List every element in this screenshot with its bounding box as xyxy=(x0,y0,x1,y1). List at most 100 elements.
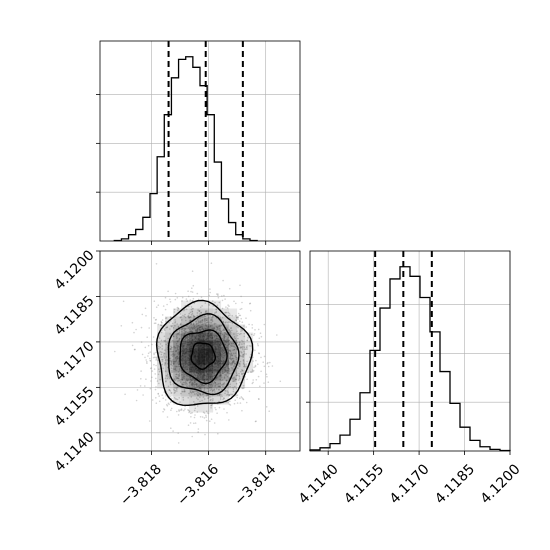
scatter-point xyxy=(250,333,253,336)
scatter-point xyxy=(149,351,151,353)
joint-contour-1 xyxy=(179,329,228,385)
scatter-point xyxy=(176,388,178,391)
scatter-point xyxy=(202,411,205,414)
scatter-point xyxy=(212,328,215,330)
scatter-point xyxy=(207,380,210,382)
scatter-point xyxy=(188,385,190,387)
scatter-point xyxy=(164,349,166,352)
scatter-point xyxy=(168,389,171,391)
density-cell xyxy=(237,324,246,333)
scatter-point xyxy=(231,362,234,365)
scatter-point xyxy=(226,379,228,382)
scatter-point xyxy=(228,329,231,332)
scatter-point xyxy=(178,333,181,336)
scatter-point xyxy=(175,350,178,352)
scatter-point xyxy=(190,290,192,293)
scatter-point xyxy=(196,327,199,330)
scatter-point xyxy=(240,317,242,320)
scatter-point xyxy=(227,336,229,339)
density-cell xyxy=(245,340,254,349)
scatter-point xyxy=(210,322,212,324)
scatter-point xyxy=(232,342,235,345)
scatter-point xyxy=(188,320,191,323)
scatter-point xyxy=(131,321,134,324)
scatter-point xyxy=(241,346,243,349)
scatter-point xyxy=(218,324,221,327)
scatter-point xyxy=(236,317,239,319)
scatter-point xyxy=(173,353,176,356)
scatter-point xyxy=(206,311,208,314)
scatter-point xyxy=(197,328,199,330)
scatter-point xyxy=(246,360,248,363)
scatter-point xyxy=(193,416,196,419)
scatter-point xyxy=(184,313,186,316)
scatter-point xyxy=(268,410,271,413)
scatter-point xyxy=(174,360,176,363)
scatter-point xyxy=(164,308,167,311)
scatter-point xyxy=(170,392,173,394)
scatter-point xyxy=(195,322,198,325)
scatter-point xyxy=(181,319,183,321)
density-cell xyxy=(213,396,222,405)
scatter-point xyxy=(233,402,236,405)
scatter-point xyxy=(241,321,244,324)
scatter-point xyxy=(212,315,214,318)
scatter-point xyxy=(201,319,204,321)
scatter-point xyxy=(204,328,207,330)
scatter-point xyxy=(133,348,136,351)
scatter-point xyxy=(225,379,228,382)
scatter-point xyxy=(271,365,274,367)
scatter-point xyxy=(230,353,232,355)
scatter-point xyxy=(175,350,177,352)
scatter-point xyxy=(237,367,239,369)
scatter-point xyxy=(196,331,198,333)
scatter-point xyxy=(135,328,137,331)
scatter-point xyxy=(207,325,209,328)
scatter-point xyxy=(210,404,213,407)
scatter-point xyxy=(163,352,165,355)
scatter-point xyxy=(153,322,156,325)
scatter-point xyxy=(164,317,167,320)
scatter-point xyxy=(176,355,179,358)
scatter-point xyxy=(158,370,161,373)
scatter-point xyxy=(155,377,157,380)
scatter-point xyxy=(226,365,229,368)
scatter-point xyxy=(191,386,194,389)
scatter-point xyxy=(220,379,223,382)
scatter-point xyxy=(198,328,201,331)
scatter-point xyxy=(210,319,213,322)
density-cell xyxy=(205,332,214,341)
scatter-point xyxy=(199,321,202,323)
scatter-point xyxy=(196,318,199,321)
scatter-point xyxy=(174,365,176,368)
scatter-point xyxy=(187,290,189,293)
scatter-point xyxy=(204,433,206,436)
scatter-point xyxy=(257,363,259,366)
scatter-point xyxy=(210,262,213,265)
scatter-point xyxy=(221,299,224,302)
density-cell xyxy=(181,324,190,333)
scatter-point xyxy=(201,386,203,389)
scatter-point xyxy=(220,374,222,376)
scatter-point xyxy=(192,284,195,287)
scatter-point xyxy=(192,390,194,393)
scatter-point xyxy=(177,353,180,356)
scatter-point xyxy=(203,388,206,390)
scatter-point xyxy=(180,316,183,318)
scatter-point xyxy=(241,372,243,375)
scatter-point xyxy=(259,385,261,388)
scatter-point xyxy=(161,351,163,354)
scatter-point xyxy=(204,381,206,384)
scatter-point xyxy=(136,389,139,391)
scatter-point xyxy=(199,393,201,395)
scatter-point xyxy=(254,364,257,367)
scatter-point xyxy=(140,341,143,343)
scatter-point xyxy=(221,324,223,326)
scatter-point xyxy=(199,326,202,328)
scatter-point xyxy=(158,347,160,350)
scatter-point xyxy=(157,393,160,395)
scatter-point xyxy=(181,328,183,330)
scatter-point xyxy=(193,383,196,386)
scatter-point xyxy=(177,307,180,309)
scatter-point xyxy=(202,384,205,387)
